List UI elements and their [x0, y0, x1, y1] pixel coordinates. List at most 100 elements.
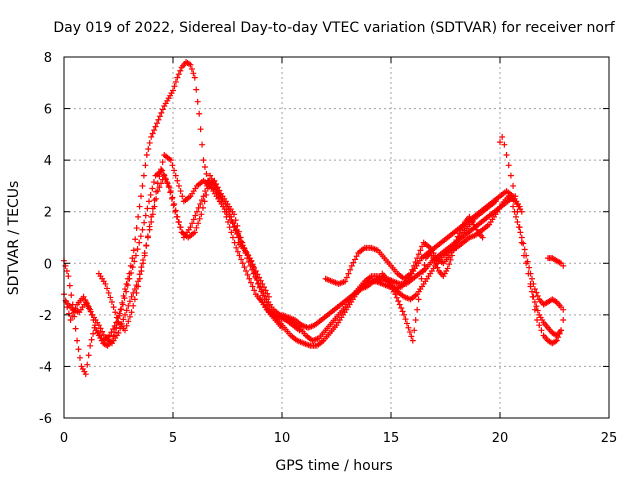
- x-tick-label: 15: [383, 431, 400, 446]
- data-point: [523, 252, 530, 259]
- x-tick-label: 25: [601, 431, 618, 446]
- data-point: [149, 205, 156, 212]
- data-point: [129, 264, 136, 271]
- data-point: [264, 302, 271, 309]
- data-point: [167, 188, 174, 195]
- data-point: [231, 223, 238, 230]
- data-point: [175, 219, 182, 226]
- data-point: [518, 239, 525, 246]
- x-axis-label: GPS time / hours: [275, 458, 392, 474]
- data-point: [67, 317, 74, 324]
- data-point: [97, 325, 104, 332]
- y-tick-label: 2: [44, 206, 52, 221]
- data-point: [156, 184, 163, 191]
- data-point: [348, 262, 355, 269]
- data-point: [130, 302, 137, 309]
- data-point: [137, 233, 144, 240]
- data-point: [147, 191, 154, 198]
- data-point: [401, 311, 408, 318]
- data-point: [527, 270, 534, 277]
- data-point: [108, 298, 115, 305]
- data-point: [410, 262, 417, 269]
- data-point: [233, 226, 240, 233]
- data-point: [249, 283, 256, 290]
- data-point: [259, 292, 266, 299]
- data-point: [453, 237, 460, 244]
- y-tick-label: 6: [44, 103, 52, 118]
- data-point: [226, 224, 233, 231]
- data-point: [197, 126, 204, 133]
- data-point: [255, 280, 262, 287]
- series-track-6: [257, 193, 525, 344]
- data-point: [343, 274, 350, 281]
- data-point: [248, 257, 255, 264]
- data-point: [141, 252, 148, 259]
- data-point: [417, 286, 424, 293]
- data-point: [146, 223, 153, 230]
- data-point: [177, 188, 184, 195]
- data-point: [514, 219, 521, 226]
- data-point: [252, 268, 259, 275]
- data-point: [136, 239, 143, 246]
- data-point: [128, 309, 135, 316]
- data-point: [130, 247, 137, 254]
- data-point: [521, 246, 528, 253]
- data-point: [538, 327, 545, 334]
- data-point: [169, 194, 176, 201]
- series-track-3: [63, 172, 285, 347]
- data-point: [145, 145, 152, 152]
- data-point: [150, 179, 157, 186]
- data-point: [434, 264, 441, 271]
- data-point: [393, 294, 400, 301]
- data-point: [102, 280, 109, 287]
- data-point: [172, 172, 179, 179]
- data-point: [120, 316, 127, 323]
- data-point: [123, 307, 130, 314]
- data-point: [187, 61, 194, 68]
- data-point: [433, 261, 440, 268]
- data-point: [116, 310, 123, 317]
- data-point: [347, 266, 354, 273]
- data-point: [169, 162, 176, 169]
- data-point: [106, 332, 113, 339]
- data-point: [140, 260, 147, 267]
- data-point: [197, 200, 204, 207]
- data-point: [82, 371, 89, 378]
- y-axis-label: SDTVAR / TECUs: [6, 181, 22, 296]
- data-point: [250, 263, 257, 270]
- data-point: [503, 151, 510, 158]
- data-point: [142, 212, 149, 219]
- data-point: [126, 313, 133, 320]
- data-point: [68, 292, 75, 299]
- data-point: [510, 203, 517, 210]
- data-point: [162, 176, 169, 183]
- data-point: [510, 182, 517, 189]
- data-point: [228, 229, 235, 236]
- data-point: [262, 287, 269, 294]
- data-point: [82, 298, 89, 305]
- data-point: [526, 264, 533, 271]
- data-point: [132, 236, 139, 243]
- data-point: [139, 182, 146, 189]
- data-point: [191, 74, 198, 81]
- data-point: [156, 173, 163, 180]
- data-point: [199, 141, 206, 148]
- data-point: [499, 133, 506, 140]
- data-point: [414, 255, 421, 262]
- data-point: [454, 233, 461, 240]
- data-point: [132, 252, 139, 259]
- data-point: [192, 212, 199, 219]
- data-point: [407, 270, 414, 277]
- data-point: [161, 172, 168, 179]
- data-point: [409, 266, 416, 273]
- data-point: [148, 219, 155, 226]
- data-point: [136, 203, 143, 210]
- data-point: [118, 306, 125, 313]
- data-point: [195, 220, 202, 227]
- data-point: [456, 230, 463, 237]
- data-point: [501, 141, 508, 148]
- data-point: [133, 289, 140, 296]
- data-point: [512, 193, 519, 200]
- data-point: [148, 213, 155, 220]
- data-point: [100, 331, 107, 338]
